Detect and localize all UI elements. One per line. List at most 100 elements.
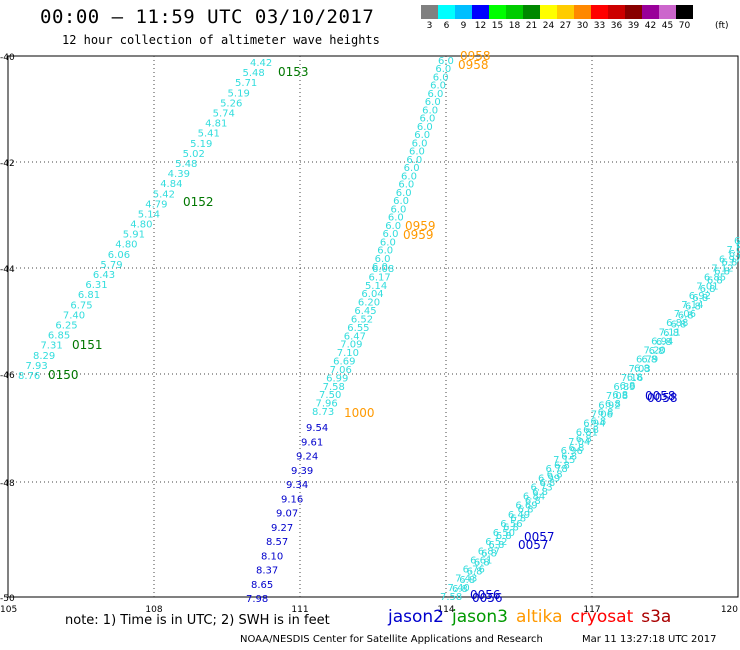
swh-value-track-a: 6.81 [78, 290, 100, 301]
colorbar-swatch [625, 5, 642, 19]
swh-value-track-d-dense: 6.8 [554, 461, 570, 472]
swh-value-track-d: 6.76 [463, 565, 485, 576]
track-a-time: 0152 [183, 195, 214, 209]
colorbar-swatch [506, 5, 523, 19]
colorbar-label: 33 [593, 21, 606, 31]
swh-value-track-b-dense: 6.0 [427, 89, 443, 100]
swh-value-track-a: 4.84 [160, 179, 182, 190]
swh-value-track-a: 7.93 [25, 361, 47, 372]
swh-value-track-d-dense: 6.8 [467, 566, 483, 577]
swh-value-track-c: 9.16 [281, 494, 303, 505]
swh-value-track-a: 8.76 [18, 371, 40, 382]
chart-subtitle: 12 hour collection of altimeter wave hei… [62, 33, 380, 47]
colorbar-label: 9 [460, 21, 467, 31]
swh-value-track-d-dense: 6.8 [590, 416, 606, 427]
swh-value-track-d: 6.50 [493, 528, 515, 539]
track-b-time: 0959 [405, 219, 436, 233]
swh-value-track-b: 7.96 [316, 399, 338, 410]
swh-value-track-b: 8.73 [312, 407, 334, 418]
swh-value-track-b: 7.09 [340, 340, 362, 351]
swh-value-track-d: 6.84 [523, 492, 545, 503]
track-d-time: 0057 [518, 538, 549, 552]
lat-tick-label: -44 [0, 265, 15, 275]
swh-value-track-b-dense: 6.0 [396, 188, 412, 199]
swh-value-track-d-dense: 6.8 [576, 434, 592, 445]
track-a-time: 0153 [278, 65, 309, 79]
swh-value-track-a: 8.29 [33, 351, 55, 362]
swh-value-track-b-dense: 6.0 [406, 155, 422, 166]
lat-tick-label: -40 [0, 53, 15, 63]
lat-tick-label: -50 [0, 594, 15, 604]
colorbar-swatch [608, 5, 625, 19]
swh-value-track-a: 6.43 [93, 270, 115, 281]
swh-value-track-d-dense: 6.8 [634, 363, 650, 374]
swh-value-track-a: 6.06 [108, 250, 130, 261]
swh-value-track-d: 7.03 [628, 364, 650, 375]
swh-value-track-a: 6.31 [85, 280, 107, 291]
track-b-time: 0959 [403, 228, 434, 242]
swh-value-track-d-dense: 6.8 [736, 240, 740, 251]
swh-value-track-d: 7.12 [711, 263, 733, 274]
swh-value-track-d-dense: 6.8 [510, 513, 526, 524]
swh-value-track-d: 6.78 [546, 464, 568, 475]
swh-value-track-b-dense: 6.0 [398, 180, 414, 191]
swh-value-track-d-dense: 6.8 [539, 478, 555, 489]
swh-value-track-b: 6.55 [347, 323, 369, 334]
colorbar-label: 27 [559, 21, 572, 31]
swh-value-track-d-dense: 6.8 [452, 584, 468, 595]
colorbar-swatch [574, 5, 591, 19]
swh-value-track-d-dense: 6.8 [619, 381, 635, 392]
swh-value-track-d-dense: 6.8 [670, 319, 686, 330]
swh-value-track-c: 8.37 [256, 566, 278, 577]
swh-value-track-d: 6.81 [576, 428, 598, 439]
colorbar-label: 36 [610, 21, 623, 31]
credit-line: NOAA/NESDIS Center for Satellite Applica… [240, 634, 543, 645]
swh-value-track-b-dense: 6.0 [401, 171, 417, 182]
lon-tick-label: 120 [721, 605, 738, 615]
swh-value-track-b-dense: 6.0 [433, 72, 449, 83]
swh-value-track-b-dense: 6.0 [438, 56, 454, 67]
map-frame [7, 55, 739, 598]
swh-value-track-b-dense: 6.0 [414, 130, 430, 141]
swh-value-track-a: 5.19 [228, 88, 250, 99]
footnote: note: 1) Time is in UTC; 2) SWH is in fe… [65, 613, 330, 628]
swh-value-track-b: 6.99 [326, 373, 348, 384]
swh-value-track-a: 5.71 [235, 78, 257, 89]
colorbar-label: 15 [491, 21, 504, 31]
swh-value-track-d: 7.01 [696, 282, 718, 293]
lat-tick-label: -42 [0, 159, 15, 169]
swh-value-track-d: 6.90 [734, 236, 740, 247]
lat-tick-label: -46 [0, 371, 15, 381]
swh-value-track-d-dense: 6.8 [583, 425, 599, 436]
swh-value-track-c: 9.39 [291, 466, 313, 477]
legend-entry-jason2: jason2 [388, 607, 444, 627]
swh-value-track-c: 9.61 [301, 437, 323, 448]
swh-value-track-b: 6.52 [351, 314, 373, 325]
swh-value-track-b-dense: 6.0 [435, 64, 451, 75]
colorbar-swatch [557, 5, 574, 19]
swh-value-track-d: 7.06 [591, 409, 613, 420]
swh-value-track-d: 6.87 [478, 546, 500, 557]
colorbar-swatch [591, 5, 608, 19]
swh-value-track-d: 6.92 [598, 400, 620, 411]
colorbar-swatch [676, 5, 693, 19]
swh-value-track-d-dense: 6.8 [598, 408, 614, 419]
swh-value-track-b: 7.58 [323, 382, 345, 393]
colorbar-swatch [421, 5, 438, 19]
swh-value-track-c: 8.65 [251, 580, 273, 591]
swh-value-track-d: 6.49 [508, 510, 530, 521]
swh-value-track-d: 6.56 [500, 519, 522, 530]
track-d-time: 0058 [645, 389, 676, 403]
track-a-time: 0150 [48, 368, 79, 382]
swh-value-track-a: 5.14 [138, 209, 160, 220]
swh-value-track-d-dense: 6.8 [707, 275, 723, 286]
timestamp: Mar 11 13:27:18 UTC 2017 [582, 634, 717, 645]
swh-value-track-d-dense: 6.8 [532, 487, 548, 498]
colorbar-label: 70 [678, 21, 691, 31]
swh-value-track-a: 5.26 [220, 98, 242, 109]
colorbar-swatch [659, 5, 676, 19]
track-a-time: 0151 [72, 338, 103, 352]
swh-value-track-a: 5.48 [175, 159, 197, 170]
swh-value-track-c: 9.07 [276, 509, 298, 520]
colorbar-label: 24 [542, 21, 555, 31]
